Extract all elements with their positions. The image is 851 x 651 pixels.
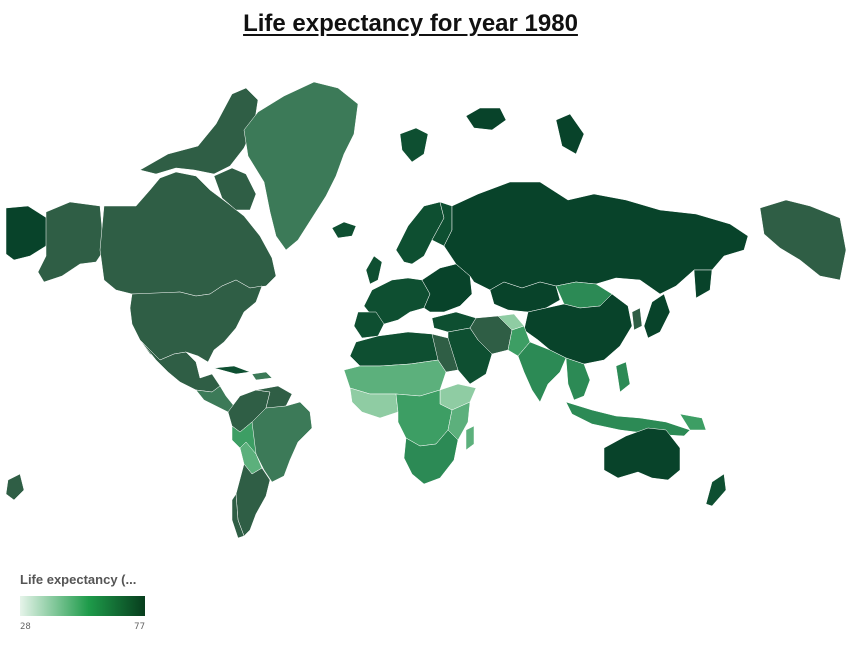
region-cuba[interactable] [213,365,251,375]
region-argentina[interactable] [235,463,271,537]
region-alaska[interactable] [37,201,105,283]
region-chukotka[interactable] [759,199,847,281]
region-small-island-left[interactable] [5,473,25,501]
region-australia[interactable] [603,427,681,481]
region-greenland-small[interactable] [399,127,429,163]
region-new-zealand[interactable] [705,473,727,507]
region-chile[interactable] [231,493,245,539]
region-japan[interactable] [643,293,671,339]
region-india[interactable] [517,341,567,403]
region-mexico[interactable] [139,339,221,393]
region-madagascar[interactable] [465,425,475,451]
choropleth-world-map [5,81,847,539]
region-svalbard[interactable] [465,107,507,131]
region-indochina[interactable] [565,357,591,401]
legend-labels: 28 77 [20,622,145,636]
color-legend: Life expectancy (... 28 77 [20,572,150,636]
region-southern-africa[interactable] [403,429,459,485]
region-kazakhstan[interactable] [489,281,561,313]
region-png[interactable] [679,413,707,431]
legend-min-label: 28 [20,622,31,632]
region-usa[interactable] [129,279,263,363]
region-west-africa[interactable] [349,387,399,419]
map-title: Life expectancy for year 1980 [243,10,578,37]
legend-title[interactable]: Life expectancy (... [20,572,137,587]
region-indonesia[interactable] [565,401,691,437]
region-arctic-islands[interactable] [139,87,259,175]
region-hispaniola[interactable] [251,371,273,381]
region-russia[interactable] [443,181,749,295]
region-greenland[interactable] [243,81,359,251]
legend-max-label: 77 [134,622,145,632]
region-korea[interactable] [631,307,643,331]
region-china[interactable] [523,293,633,365]
region-egypt[interactable] [431,333,459,373]
region-novaya-zemlya[interactable] [555,113,585,155]
region-ethiopia[interactable] [439,383,477,411]
region-uk[interactable] [365,255,383,285]
legend-gradient-bar [20,596,145,616]
region-alaska-west[interactable] [5,205,51,261]
region-philippines[interactable] [615,361,631,393]
region-baffin[interactable] [213,167,257,211]
region-east-africa[interactable] [447,401,471,441]
region-iceland[interactable] [331,221,357,239]
region-eastern-europe[interactable] [421,263,473,313]
region-russia-east[interactable] [693,269,713,299]
